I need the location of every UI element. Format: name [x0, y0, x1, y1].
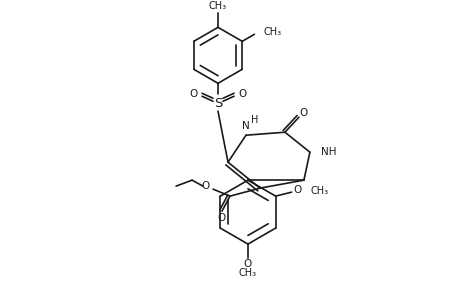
Text: O: O: [189, 89, 197, 99]
Text: O: O: [201, 181, 209, 191]
Text: O: O: [243, 259, 252, 269]
Text: CH₃: CH₃: [238, 268, 257, 278]
Text: CH₃: CH₃: [263, 27, 281, 37]
Text: CH₃: CH₃: [208, 2, 227, 11]
Text: NH: NH: [320, 147, 336, 157]
Text: N: N: [241, 121, 249, 131]
Text: O: O: [293, 185, 301, 195]
Text: S: S: [213, 97, 222, 110]
Text: O: O: [238, 89, 246, 99]
Text: H: H: [251, 115, 258, 125]
Text: CH₃: CH₃: [310, 186, 328, 196]
Text: O: O: [299, 108, 308, 118]
Text: O: O: [216, 213, 224, 223]
